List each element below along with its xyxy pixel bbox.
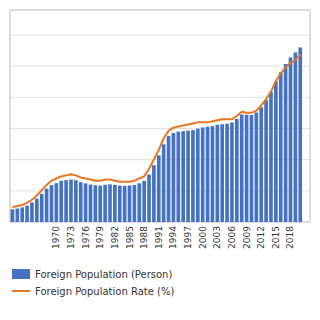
bar (152, 165, 156, 222)
x-tick-label: 2015 (271, 226, 281, 249)
line (12, 55, 300, 208)
bar (196, 129, 200, 222)
x-tick-label: 1982 (110, 226, 120, 249)
x-tick-label: 2003 (212, 226, 222, 249)
bar (245, 115, 249, 222)
bar (137, 183, 141, 222)
bar (79, 182, 83, 222)
bar (255, 113, 259, 222)
x-axis: 1970 1973 1976 1979 1982 1985 1988 1991 1994 1997… (51, 226, 295, 249)
bar (30, 202, 34, 222)
bar (264, 100, 268, 222)
legend-swatch (12, 269, 30, 279)
x-tick-label: 1973 (66, 226, 76, 249)
bar (59, 181, 63, 222)
legend-label: Foreign Population Rate (%) (35, 286, 174, 297)
bar (98, 186, 102, 222)
bar (20, 207, 24, 222)
bar (11, 209, 15, 222)
legend-label: Foreign Population (Person) (35, 269, 172, 280)
bar (230, 122, 234, 222)
bar (181, 131, 185, 222)
bar (142, 181, 146, 222)
bar (191, 130, 195, 222)
bar (284, 64, 288, 222)
bar (186, 131, 190, 222)
x-tick-label: 1994 (168, 226, 178, 249)
legend: Foreign Population (Person) Foreign Popul… (12, 269, 174, 297)
chart: 1970 1973 1976 1979 1982 1985 1988 1991 1994 1997… (0, 0, 320, 320)
bar (240, 115, 244, 222)
bar (157, 155, 161, 222)
grid-line (10, 34, 310, 35)
bar (215, 125, 219, 222)
x-tick-label: 2009 (242, 226, 252, 249)
bar (123, 186, 127, 222)
bar (289, 57, 293, 222)
bar (274, 81, 278, 222)
x-tick-label: 2012 (256, 226, 266, 249)
x-tick-label: 1970 (51, 226, 61, 249)
bar (45, 189, 49, 222)
x-tick-label: 1997 (183, 226, 193, 249)
legend-swatch (12, 290, 30, 292)
x-tick-label: 1985 (125, 226, 135, 249)
bar (40, 194, 44, 222)
bar (211, 126, 215, 222)
bar (201, 127, 205, 222)
bar (176, 132, 180, 222)
x-tick-label: 2018 (285, 226, 295, 249)
bar-series (11, 47, 302, 222)
bar (94, 185, 98, 222)
bar (206, 127, 210, 222)
bar (74, 180, 78, 222)
bar (89, 185, 93, 222)
bar (279, 72, 283, 222)
bar (108, 184, 112, 222)
x-tick-label: 2006 (227, 226, 237, 249)
bar (84, 183, 88, 222)
bar (298, 47, 302, 222)
bar (172, 133, 176, 222)
x-tick-label: 1979 (95, 226, 105, 249)
bar (162, 144, 166, 222)
grid-line (10, 66, 310, 67)
x-tick-label: 1988 (139, 226, 149, 249)
grid-line (10, 97, 310, 98)
x-tick-label: 1991 (154, 226, 164, 249)
bar (259, 107, 263, 222)
bar (55, 183, 59, 222)
bar (103, 185, 107, 222)
bar (250, 115, 254, 222)
bar (269, 92, 273, 222)
bar (113, 185, 117, 222)
bar (35, 199, 39, 222)
bar (133, 185, 137, 222)
x-tick-label: 2000 (198, 226, 208, 249)
bar (69, 180, 73, 222)
marks (11, 47, 302, 222)
plot-frame (10, 10, 310, 222)
bar (50, 185, 54, 222)
bar (128, 185, 132, 222)
bar (15, 209, 19, 222)
bar (294, 52, 298, 222)
bar (64, 180, 68, 222)
bar (118, 186, 122, 222)
bar (147, 175, 151, 222)
bar (220, 124, 224, 222)
bar (25, 206, 29, 222)
x-tick-label: 1976 (81, 226, 91, 249)
bar (225, 124, 229, 222)
bar (167, 136, 171, 222)
bar (235, 119, 239, 222)
